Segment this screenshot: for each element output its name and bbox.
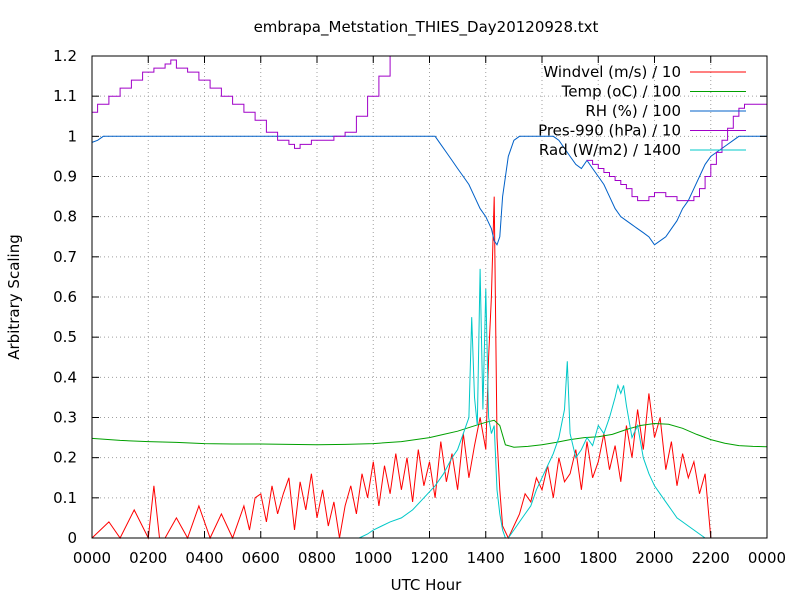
y-tick-label: 1.2 xyxy=(53,47,77,65)
series-layer xyxy=(91,55,768,540)
series-line-2 xyxy=(91,135,767,246)
x-tick-label: 2000 xyxy=(635,549,673,567)
x-tick-label: 0600 xyxy=(242,549,280,567)
legend-label: Pres-990 (hPa) / 10 xyxy=(538,122,681,140)
x-tick-label: 0000 xyxy=(748,549,786,567)
x-tick-label: 0200 xyxy=(129,549,167,567)
x-tick-label: 1200 xyxy=(410,549,448,567)
chart-title: embrapa_Metstation_THIES_Day20120928.txt xyxy=(254,18,599,37)
series-line-3-segment xyxy=(587,103,767,202)
axis-ticks: 0000 0200 0400 0600 0800 1000 1200 1400 1600 1800… xyxy=(53,47,786,567)
y-tick-label: 0.8 xyxy=(53,208,77,226)
y-tick-label: 0.5 xyxy=(53,328,77,346)
y-tick-label: 0.2 xyxy=(53,449,77,467)
x-axis-label: UTC Hour xyxy=(391,576,462,594)
x-tick-label: 1600 xyxy=(523,549,561,567)
y-tick-label: 0.7 xyxy=(53,248,77,266)
x-tick-label: 2200 xyxy=(692,549,730,567)
y-tick-label: 0.4 xyxy=(53,368,77,386)
x-tick-label: 1400 xyxy=(467,549,505,567)
x-tick-label: 1000 xyxy=(354,549,392,567)
legend-label: Temp (oC) / 100 xyxy=(561,83,681,101)
x-tick-label: 0000 xyxy=(73,549,111,567)
y-axis-label: Arbitrary Scaling xyxy=(5,234,23,360)
series-line-4 xyxy=(358,268,711,539)
y-tick-label: 0.9 xyxy=(53,168,77,186)
y-tick-label: 0 xyxy=(67,529,77,547)
x-tick-label: 0400 xyxy=(185,549,223,567)
y-tick-label: 0.3 xyxy=(53,409,77,427)
series-line-1 xyxy=(91,419,768,448)
legend-label: Rad (W/m2) / 1400 xyxy=(539,141,681,159)
legend-label: RH (%) / 100 xyxy=(585,102,681,120)
legend-label: Windvel (m/s) / 10 xyxy=(543,63,681,81)
y-tick-label: 0.1 xyxy=(53,489,77,507)
x-tick-label: 0800 xyxy=(298,549,336,567)
y-tick-label: 1 xyxy=(67,127,77,145)
y-tick-label: 0.6 xyxy=(53,288,77,306)
y-tick-label: 1.1 xyxy=(53,87,77,105)
series-line-0 xyxy=(91,196,712,540)
x-tick-label: 1800 xyxy=(579,549,617,567)
series-line-3 xyxy=(92,55,396,149)
